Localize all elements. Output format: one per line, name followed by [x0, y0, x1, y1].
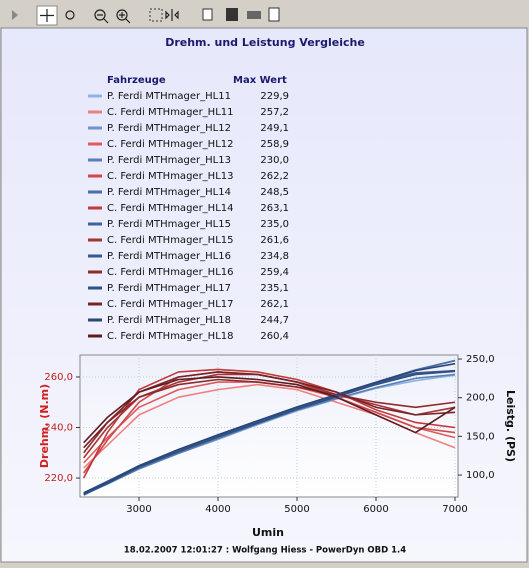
- series-line: [83, 378, 456, 454]
- legend-max-value: 249,1: [260, 123, 289, 134]
- save-button[interactable]: [226, 8, 238, 21]
- footer: 18.02.2007 12:01:27 : Wolfgang Hiess - P…: [124, 546, 406, 556]
- x-tick-label: 3000: [126, 504, 151, 515]
- copy-button[interactable]: [202, 8, 213, 21]
- legend-label: C. Ferdi MTHmager_HL17: [107, 299, 234, 310]
- legend-label: C. Ferdi MTHmager_HL11: [107, 107, 234, 118]
- legend-max-value: 263,1: [260, 203, 289, 214]
- legend-label: P. Ferdi MTHmager_HL13: [107, 155, 231, 166]
- legend-label: C. Ferdi MTHmager_HL14: [107, 203, 234, 214]
- zoom-fit-button[interactable]: [65, 10, 75, 20]
- toolbar-icons: [12, 5, 280, 26]
- y2-axis-label: Leistg. (PS): [504, 390, 517, 462]
- x-tick-label: 4000: [205, 504, 230, 515]
- legend-label: C. Ferdi MTHmager_HL12: [107, 139, 234, 150]
- split-button[interactable]: [165, 9, 179, 21]
- y2-tick-label: 250,0: [466, 354, 495, 365]
- preview-button[interactable]: [268, 7, 280, 22]
- y2-tick-label: 200,0: [466, 393, 495, 404]
- series-line: [83, 371, 456, 449]
- legend-max-value: 261,6: [260, 235, 289, 246]
- y-tick-label: 220,0: [44, 473, 73, 484]
- legend-max-value: 259,4: [260, 267, 289, 278]
- series-line: [83, 369, 456, 496]
- legend-label: P. Ferdi MTHmager_HL16: [107, 251, 231, 262]
- x-tick-label: 6000: [363, 504, 388, 515]
- legend-max-value: 235,0: [260, 219, 289, 230]
- legend-title: Fahrzeuge: [107, 75, 166, 86]
- legend-max-value: 260,4: [260, 331, 289, 342]
- x-axis-label: Umin: [252, 526, 284, 539]
- legend-max-value: 230,0: [260, 155, 289, 166]
- y-axis-label: Drehm. (N.m): [38, 384, 51, 468]
- zoom-out-button[interactable]: [94, 9, 106, 21]
- legend-max-value: 262,2: [260, 171, 289, 182]
- legend-label: C. Ferdi MTHmager_HL15: [107, 235, 234, 246]
- legend-label: P. Ferdi MTHmager_HL18: [107, 315, 231, 326]
- zoom-in-button[interactable]: [116, 9, 128, 21]
- x-tick-label: 5000: [284, 504, 309, 515]
- series-line: [83, 368, 456, 479]
- series-line: [83, 376, 456, 444]
- print-button[interactable]: [247, 11, 261, 19]
- legend-value-title: Max Wert: [233, 75, 287, 86]
- legend-max-value: 229,9: [260, 91, 289, 102]
- legend-label: C. Ferdi MTHmager_HL13: [107, 171, 234, 182]
- legend-max-value: 248,5: [260, 187, 289, 198]
- legend-max-value: 244,7: [260, 315, 289, 326]
- y-tick-label: 240,0: [44, 423, 73, 434]
- legend-label: P. Ferdi MTHmager_HL14: [107, 187, 231, 198]
- legend-label: P. Ferdi MTHmager_HL15: [107, 219, 231, 230]
- legend-max-value: 262,1: [260, 299, 289, 310]
- legend-label: P. Ferdi MTHmager_HL11: [107, 91, 231, 102]
- legend-max-value: 234,8: [260, 251, 289, 262]
- y2-tick-label: 100,0: [466, 470, 495, 481]
- x-tick-label: 7000: [442, 504, 467, 515]
- legend-label: P. Ferdi MTHmager_HL17: [107, 283, 231, 294]
- toolbar: [0, 0, 529, 28]
- y-tick-label: 260,0: [44, 372, 73, 383]
- legend-max-value: 235,1: [260, 283, 289, 294]
- select-button[interactable]: [149, 8, 163, 22]
- legend-label: C. Ferdi MTHmager_HL18: [107, 331, 234, 342]
- y2-tick-label: 150,0: [466, 431, 495, 442]
- legend-max-value: 257,2: [260, 107, 289, 118]
- legend-label: P. Ferdi MTHmager_HL12: [107, 123, 231, 134]
- chart-title: Drehm. und Leistung Vergleiche: [165, 36, 365, 49]
- legend-max-value: 258,9: [260, 139, 289, 150]
- legend-label: C. Ferdi MTHmager_HL16: [107, 267, 234, 278]
- series-line: [83, 362, 456, 494]
- toolbar-arrow[interactable]: [12, 10, 18, 20]
